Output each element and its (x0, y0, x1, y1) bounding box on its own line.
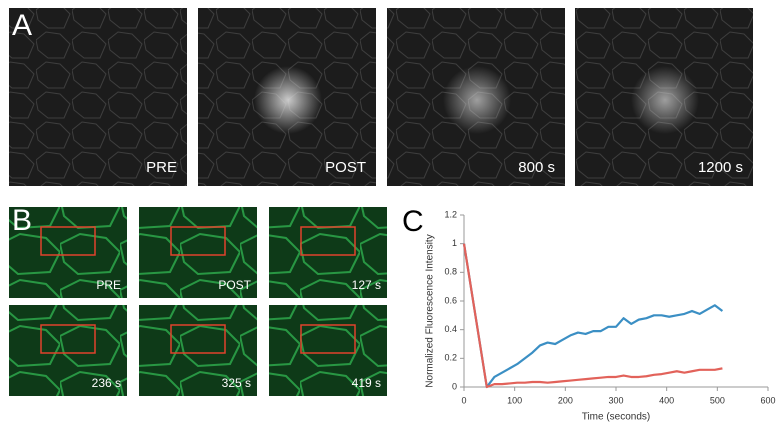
y-axis-label: Normalized Fluorescence Intensity (425, 234, 436, 387)
image-caption: 419 s (352, 376, 381, 390)
x-tick-label: 400 (659, 395, 674, 405)
y-tick-label: 0.8 (444, 267, 457, 277)
x-axis-label: Time (seconds) (582, 412, 651, 423)
image-caption: 236 s (92, 376, 121, 390)
panel-label: A (12, 9, 32, 42)
image-caption: PRE (146, 159, 177, 176)
bleach-signal (254, 66, 322, 134)
image-caption: 325 s (222, 376, 251, 390)
x-tick-label: 100 (507, 395, 522, 405)
x-tick-label: 500 (710, 395, 725, 405)
y-tick-label: 0.4 (444, 324, 457, 334)
panel-label: B (12, 204, 32, 237)
data-line (464, 244, 722, 387)
image-caption: PRE (96, 278, 121, 292)
data-line (464, 244, 722, 387)
panel-label: C (402, 205, 424, 238)
x-tick-label: 0 (461, 395, 466, 405)
figure: PRE POST 800 s 1200 s PRE POST 127 s 236 s 325 s… (0, 0, 778, 426)
image-caption: POST (325, 159, 366, 176)
y-tick-label: 0.2 (444, 353, 457, 363)
y-tick-label: 1 (452, 238, 457, 248)
y-tick-label: 0 (452, 381, 457, 391)
x-tick-label: 200 (558, 395, 573, 405)
bleach-signal (631, 66, 699, 134)
image-caption: 800 s (518, 159, 555, 176)
y-tick-label: 1.2 (444, 209, 457, 219)
image-caption: 127 s (352, 278, 381, 292)
x-tick-label: 300 (608, 395, 623, 405)
image-caption: 1200 s (698, 159, 743, 176)
bleach-signal (443, 66, 511, 134)
y-tick-label: 0.6 (444, 295, 457, 305)
image-caption: POST (218, 278, 251, 292)
x-tick-label: 600 (760, 395, 775, 405)
